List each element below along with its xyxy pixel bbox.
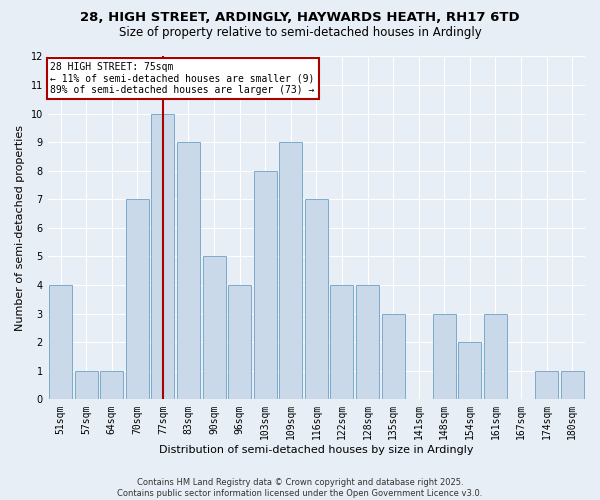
Bar	[331, 285, 353, 400]
Bar	[100, 371, 123, 400]
Bar	[433, 314, 456, 400]
Bar	[74, 371, 98, 400]
Bar	[305, 200, 328, 400]
Bar	[228, 285, 251, 400]
Text: Size of property relative to semi-detached houses in Ardingly: Size of property relative to semi-detach…	[119, 26, 481, 39]
Bar	[484, 314, 507, 400]
Text: 28 HIGH STREET: 75sqm
← 11% of semi-detached houses are smaller (9)
89% of semi-: 28 HIGH STREET: 75sqm ← 11% of semi-deta…	[50, 62, 315, 95]
Bar	[49, 285, 72, 400]
Bar	[126, 200, 149, 400]
Y-axis label: Number of semi-detached properties: Number of semi-detached properties	[15, 125, 25, 331]
Bar	[535, 371, 558, 400]
Bar	[203, 256, 226, 400]
Bar	[560, 371, 584, 400]
Bar	[151, 114, 175, 400]
Text: 28, HIGH STREET, ARDINGLY, HAYWARDS HEATH, RH17 6TD: 28, HIGH STREET, ARDINGLY, HAYWARDS HEAT…	[80, 11, 520, 24]
Bar	[254, 171, 277, 400]
Bar	[356, 285, 379, 400]
X-axis label: Distribution of semi-detached houses by size in Ardingly: Distribution of semi-detached houses by …	[159, 445, 473, 455]
Bar	[177, 142, 200, 400]
Bar	[382, 314, 404, 400]
Text: Contains HM Land Registry data © Crown copyright and database right 2025.
Contai: Contains HM Land Registry data © Crown c…	[118, 478, 482, 498]
Bar	[458, 342, 481, 400]
Bar	[280, 142, 302, 400]
